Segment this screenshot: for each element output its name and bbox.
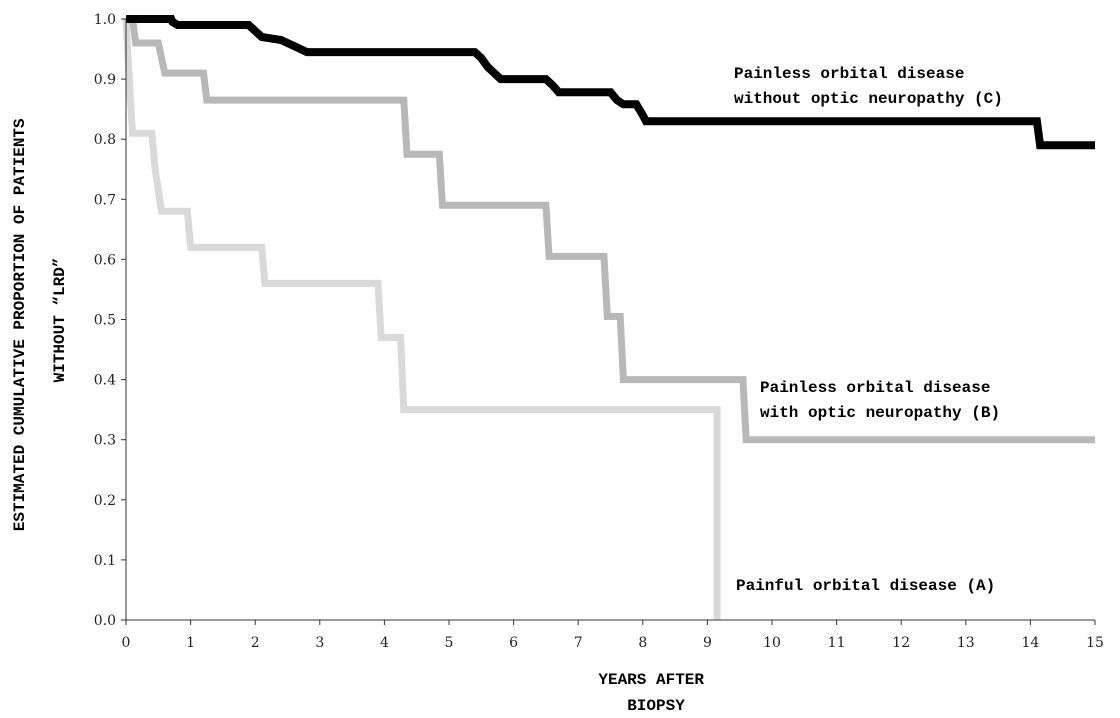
y-axis-title-line-2: WITHOUT “LRD” bbox=[51, 258, 69, 383]
ticks-layer: 0.00.10.20.30.40.50.60.70.80.91.00 1 2 3 4 5 6… bbox=[94, 12, 1104, 651]
x-tick-label: 15 bbox=[1086, 635, 1104, 651]
x-tick-label: 2 bbox=[251, 635, 260, 651]
series-a-line bbox=[122, 18, 721, 620]
series-b-label-line-1: Painless orbital disease bbox=[760, 379, 990, 397]
series-c-line bbox=[126, 15, 1095, 150]
series-c-label-line-1: Painless orbital disease bbox=[734, 65, 964, 83]
y-tick-label: 0.8 bbox=[94, 132, 116, 148]
x-tick-label: 11 bbox=[828, 635, 846, 651]
x-tick-label: 12 bbox=[892, 635, 910, 651]
x-tick-label: 5 bbox=[445, 635, 454, 651]
y-axis-title-line-1: ESTIMATED CUMULATIVE PROPORTION OF PATIE… bbox=[11, 118, 29, 531]
series-layer bbox=[122, 15, 1095, 620]
y-tick-label: 0.6 bbox=[94, 252, 116, 268]
x-tick-label: 1 bbox=[186, 635, 195, 651]
y-tick-label: 0.1 bbox=[94, 553, 116, 569]
series-b-line bbox=[126, 15, 1095, 444]
x-axis-title-line-2: BIOPSY bbox=[627, 697, 685, 715]
series-c-label: Painless orbital disease without optic n… bbox=[734, 65, 1003, 108]
y-axis-title: ESTIMATED CUMULATIVE PROPORTION OF PATIE… bbox=[11, 109, 69, 531]
x-tick-label: 14 bbox=[1021, 635, 1039, 651]
y-tick-label: 0.7 bbox=[94, 192, 116, 208]
x-tick-label: 8 bbox=[638, 635, 647, 651]
y-tick-label: 0.9 bbox=[94, 72, 116, 88]
y-tick-label: 0.3 bbox=[94, 433, 116, 449]
x-tick-label: 0 bbox=[122, 635, 131, 651]
series-a-label-line-1: Painful orbital disease (A) bbox=[736, 577, 995, 595]
series-a-label: Painful orbital disease (A) bbox=[736, 577, 995, 595]
y-tick-label: 0.0 bbox=[94, 613, 116, 629]
y-tick-label: 0.5 bbox=[94, 313, 116, 329]
x-tick-label: 3 bbox=[315, 635, 324, 651]
x-tick-label: 9 bbox=[703, 635, 712, 651]
y-tick-label: 1.0 bbox=[94, 12, 116, 28]
x-tick-label: 6 bbox=[509, 635, 518, 651]
x-tick-label: 7 bbox=[574, 635, 583, 651]
x-axis-title-line-1: YEARS AFTER bbox=[598, 671, 704, 689]
y-tick-label: 0.2 bbox=[94, 493, 116, 509]
series-c-label-line-2: without optic neuropathy (C) bbox=[734, 90, 1003, 108]
labels-layer: YEARS AFTER BIOPSY ESTIMATED CUMULATIVE … bbox=[11, 65, 1003, 715]
x-tick-label: 4 bbox=[380, 635, 389, 651]
series-b-label-line-2: with optic neuropathy (B) bbox=[760, 404, 1000, 422]
x-axis-title: YEARS AFTER BIOPSY bbox=[598, 671, 713, 715]
x-tick-label: 13 bbox=[957, 635, 975, 651]
y-tick-label: 0.4 bbox=[94, 373, 116, 389]
series-b-label: Painless orbital disease with optic neur… bbox=[760, 379, 1000, 422]
x-tick-label: 10 bbox=[763, 635, 781, 651]
